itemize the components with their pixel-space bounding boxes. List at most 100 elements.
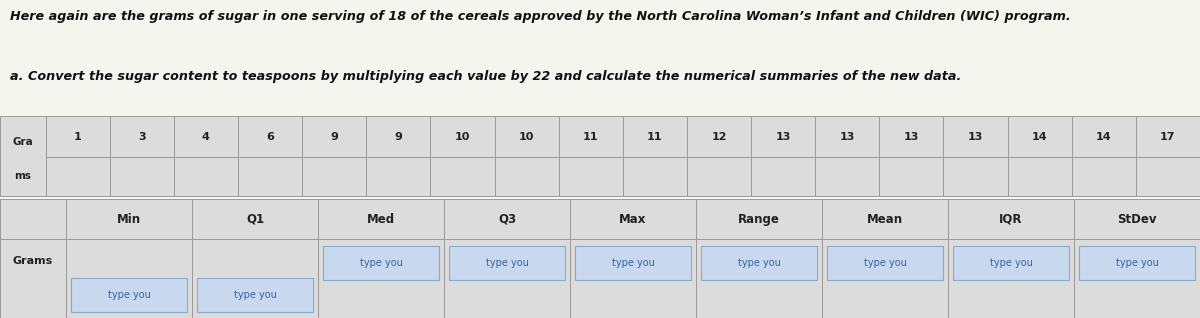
Bar (46, 157, 109, 196)
Text: 17: 17 (1160, 132, 1176, 142)
Bar (822, 239, 948, 318)
Bar (449, 245, 565, 280)
Text: Q3: Q3 (498, 212, 516, 225)
Text: 13: 13 (775, 132, 791, 142)
Text: 13: 13 (968, 132, 983, 142)
Bar (366, 116, 431, 157)
Text: 1: 1 (73, 132, 82, 142)
Text: 14: 14 (1096, 132, 1111, 142)
Text: Gra: Gra (12, 136, 34, 147)
Bar (701, 245, 817, 280)
Text: 11: 11 (583, 132, 599, 142)
Text: type you: type you (990, 258, 1032, 268)
Bar (559, 116, 623, 157)
Bar (444, 239, 570, 318)
Bar (0, 199, 66, 239)
Bar (238, 116, 302, 157)
Text: 10: 10 (455, 132, 470, 142)
Text: a. Convert the sugar content to teaspoons by multiplying each value by 22 and ca: a. Convert the sugar content to teaspoon… (10, 70, 961, 83)
Bar (192, 199, 318, 239)
Text: type you: type you (612, 258, 654, 268)
Bar (948, 239, 1074, 318)
Bar (323, 245, 439, 280)
Text: 12: 12 (712, 132, 727, 142)
Bar (1079, 245, 1195, 280)
Text: Here again are the grams of sugar in one serving of 18 of the cereals approved b: Here again are the grams of sugar in one… (10, 10, 1070, 23)
Bar (943, 157, 1008, 196)
Bar (66, 239, 192, 318)
Text: Max: Max (619, 212, 647, 225)
Bar (570, 199, 696, 239)
Text: type you: type you (738, 258, 780, 268)
Bar (1074, 199, 1200, 239)
Bar (431, 157, 494, 196)
Bar (0, 116, 46, 196)
Bar (1136, 116, 1200, 157)
Text: StDev: StDev (1117, 212, 1157, 225)
Bar (880, 157, 943, 196)
Text: type you: type you (864, 258, 906, 268)
Bar (1008, 116, 1072, 157)
Bar (197, 278, 313, 313)
Bar (815, 116, 880, 157)
Bar (696, 199, 822, 239)
Text: 13: 13 (840, 132, 854, 142)
Text: type you: type you (234, 290, 276, 300)
Text: Mean: Mean (866, 212, 904, 225)
Bar (302, 116, 366, 157)
Text: 9: 9 (330, 132, 338, 142)
Text: IQR: IQR (1000, 212, 1022, 225)
Bar (109, 157, 174, 196)
Text: type you: type you (486, 258, 528, 268)
Bar (174, 157, 238, 196)
Bar (366, 157, 431, 196)
Bar (0, 239, 66, 318)
Bar (575, 245, 691, 280)
Bar (1008, 157, 1072, 196)
Bar (686, 157, 751, 196)
Bar (494, 157, 559, 196)
Bar (66, 199, 192, 239)
Text: Range: Range (738, 212, 780, 225)
Text: 11: 11 (647, 132, 662, 142)
Text: 3: 3 (138, 132, 145, 142)
Bar (494, 116, 559, 157)
Bar (751, 157, 815, 196)
Bar (318, 199, 444, 239)
Bar (1072, 116, 1136, 157)
Bar (302, 157, 366, 196)
Text: type you: type you (360, 258, 402, 268)
Bar (318, 239, 444, 318)
Bar (686, 116, 751, 157)
Bar (71, 278, 187, 313)
Bar (1072, 157, 1136, 196)
Bar (623, 116, 686, 157)
Bar (192, 239, 318, 318)
Bar (815, 157, 880, 196)
Bar (46, 116, 109, 157)
Text: 13: 13 (904, 132, 919, 142)
Text: 14: 14 (1032, 132, 1048, 142)
Bar (943, 116, 1008, 157)
Bar (1074, 239, 1200, 318)
Bar (751, 116, 815, 157)
Bar (109, 116, 174, 157)
Text: type you: type you (1116, 258, 1158, 268)
Bar (948, 199, 1074, 239)
Bar (238, 157, 302, 196)
Bar (827, 245, 943, 280)
Text: type you: type you (108, 290, 150, 300)
Bar (174, 116, 238, 157)
Text: 4: 4 (202, 132, 210, 142)
Bar (953, 245, 1069, 280)
Text: Grams: Grams (13, 256, 53, 266)
Text: 10: 10 (518, 132, 534, 142)
Text: Min: Min (116, 212, 142, 225)
Bar (570, 239, 696, 318)
Text: Q1: Q1 (246, 212, 264, 225)
Bar (696, 239, 822, 318)
Text: Med: Med (367, 212, 395, 225)
Bar (1136, 157, 1200, 196)
Bar (822, 199, 948, 239)
Text: ms: ms (14, 171, 31, 181)
